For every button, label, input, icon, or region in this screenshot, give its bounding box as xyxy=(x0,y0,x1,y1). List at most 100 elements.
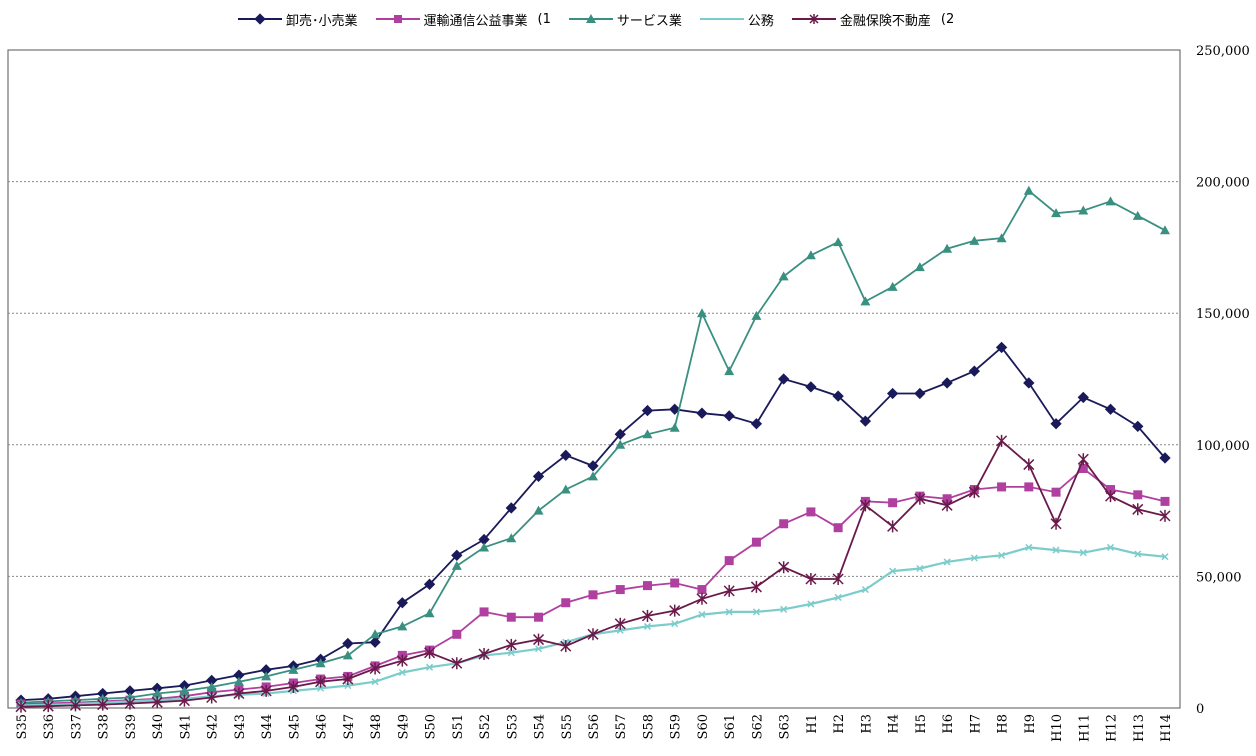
data-point xyxy=(1104,490,1117,503)
x-tick-label: S50 xyxy=(424,714,439,739)
data-point xyxy=(778,561,790,574)
x-tick-label: S62 xyxy=(750,714,765,739)
data-point xyxy=(807,600,815,608)
data-point xyxy=(151,696,163,709)
data-point xyxy=(887,520,899,533)
data-point xyxy=(970,554,978,562)
data-point xyxy=(261,671,272,681)
data-point xyxy=(151,682,163,694)
data-point xyxy=(179,685,190,695)
x-tick-label: S43 xyxy=(233,714,248,739)
x-tick-label: H2 xyxy=(832,714,847,734)
y-tick-label: 100,000 xyxy=(1196,439,1250,454)
data-point xyxy=(1133,490,1143,500)
data-point xyxy=(1023,377,1035,389)
legend-label-services: サービス業 xyxy=(616,13,682,29)
data-point xyxy=(725,608,733,616)
data-point xyxy=(942,243,953,253)
data-point xyxy=(941,377,953,389)
data-point xyxy=(588,590,598,600)
data-point xyxy=(916,564,924,573)
data-point xyxy=(642,581,652,591)
x-tick-label: H4 xyxy=(887,714,902,734)
data-point xyxy=(996,233,1007,243)
data-point xyxy=(506,533,517,543)
x-tick-label: S53 xyxy=(505,714,520,739)
data-point xyxy=(478,648,490,661)
data-point xyxy=(260,664,272,676)
x-tick-label: H7 xyxy=(968,714,983,734)
data-point xyxy=(888,498,898,508)
data-point xyxy=(478,533,490,546)
data-point xyxy=(750,418,763,430)
legend-swatch-services xyxy=(568,14,613,23)
x-tick-label: S49 xyxy=(396,714,411,739)
data-point xyxy=(233,676,244,686)
legend-label-wholesale-retail: 卸売･小売業 xyxy=(286,13,358,29)
data-point xyxy=(1160,496,1170,506)
data-point xyxy=(914,492,926,505)
x-tick-label: S52 xyxy=(478,714,493,739)
data-point xyxy=(533,505,544,515)
data-point xyxy=(15,700,27,713)
data-point xyxy=(752,608,760,616)
data-point xyxy=(805,381,817,393)
data-point xyxy=(1106,543,1115,551)
data-point xyxy=(996,434,1008,447)
data-point xyxy=(995,341,1008,354)
y-tick-label: 50,000 xyxy=(1196,570,1242,585)
data-point xyxy=(1079,549,1087,557)
x-tick-label: H14 xyxy=(1159,714,1174,742)
data-point xyxy=(1023,185,1034,195)
data-point xyxy=(1132,420,1144,433)
data-point xyxy=(832,390,844,402)
data-point xyxy=(233,669,245,681)
data-point xyxy=(1024,482,1034,492)
legend-swatch-wholesale-retail xyxy=(238,13,282,25)
data-point xyxy=(397,621,408,631)
data-point xyxy=(750,580,762,593)
data-point xyxy=(889,567,897,575)
data-point xyxy=(1051,487,1061,497)
x-tick-label: H10 xyxy=(1050,714,1065,742)
data-point xyxy=(1106,485,1116,495)
data-point xyxy=(751,310,762,320)
legend-item-finance: 金融保険不動産 (2 xyxy=(791,10,954,29)
data-point xyxy=(887,281,898,291)
chart-legend: 卸売･小売業 運輸通信公益事業 (1 サービス業 公務 xyxy=(238,6,972,32)
data-point xyxy=(396,597,408,609)
data-point xyxy=(398,668,406,676)
data-point xyxy=(451,560,462,570)
data-point xyxy=(42,700,54,713)
data-point xyxy=(860,296,871,306)
y-tick-label: 0 xyxy=(1196,702,1204,717)
data-point xyxy=(507,649,515,657)
data-point xyxy=(724,556,734,566)
data-point xyxy=(288,664,299,674)
legend-item-transport: 運輸通信公益事業 (1 xyxy=(375,10,551,29)
data-point xyxy=(534,645,543,653)
legend-item-wholesale-retail: 卸売･小売業 xyxy=(238,10,358,29)
legend-label-transport: 運輸通信公益事業 xyxy=(423,13,528,29)
data-point xyxy=(1078,463,1088,473)
y-tick-label: 150,000 xyxy=(1196,307,1250,322)
x-tick-label: S42 xyxy=(206,714,221,739)
x-tick-label: H9 xyxy=(1023,714,1038,734)
series-0 xyxy=(15,341,1171,706)
data-point xyxy=(260,684,272,697)
data-point xyxy=(587,628,599,641)
data-point xyxy=(669,604,681,617)
x-tick-label: S41 xyxy=(178,714,193,739)
x-tick-label: S51 xyxy=(451,714,466,739)
x-tick-label: S55 xyxy=(560,714,575,739)
data-point xyxy=(370,629,381,639)
data-point xyxy=(969,235,980,245)
data-point xyxy=(206,674,218,687)
data-point xyxy=(806,507,816,517)
data-point xyxy=(696,407,708,419)
data-point xyxy=(344,682,352,690)
data-point xyxy=(1132,503,1144,516)
x-tick-label: S59 xyxy=(669,714,684,739)
